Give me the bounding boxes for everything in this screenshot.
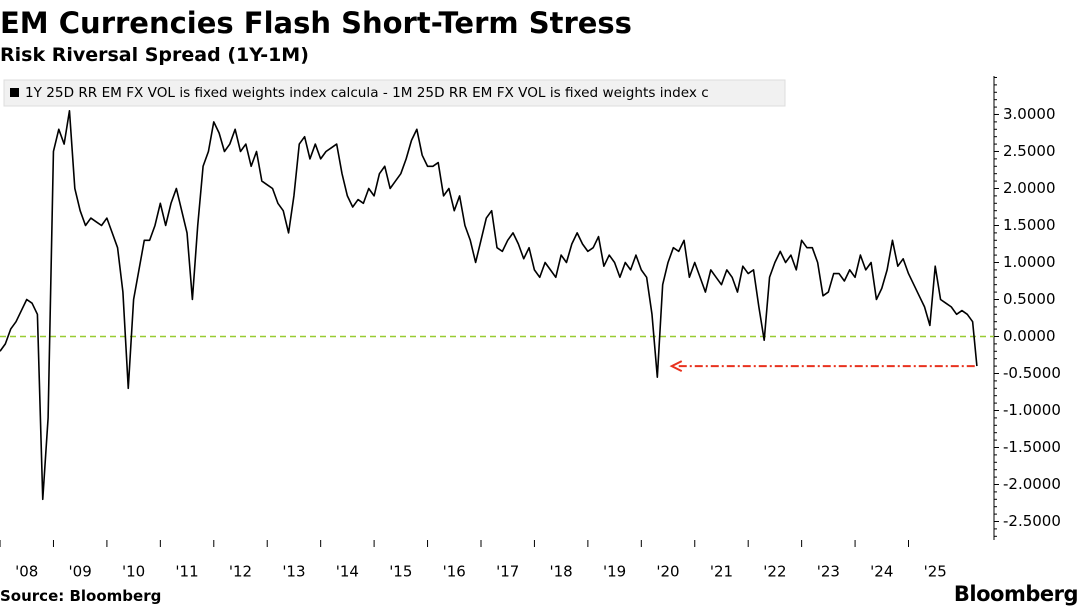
x-tick-label: '14 <box>336 563 359 581</box>
x-tick-label: '18 <box>550 563 573 581</box>
chart-title: EM Currencies Flash Short-Term Stress <box>0 6 632 40</box>
legend-box <box>3 79 786 107</box>
y-tick-label: 3.0000 <box>1003 105 1056 123</box>
x-tick-label: '16 <box>443 563 466 581</box>
y-tick-label: 1.5000 <box>1003 216 1056 234</box>
legend: 1Y 25D RR EM FX VOL is fixed weights ind… <box>3 79 786 107</box>
source: Source: Bloomberg <box>0 587 161 605</box>
x-tick-label: '08 <box>15 563 38 581</box>
y-tick-label: 2.0000 <box>1003 179 1056 197</box>
y-tick-label: -0.5000 <box>1003 364 1061 382</box>
chart-subtitle: Risk Riversal Spread (1Y-1M) <box>0 44 309 66</box>
y-tick-label: 0.0000 <box>1003 327 1056 345</box>
legend-swatch <box>10 88 19 97</box>
x-tick-label: '17 <box>496 563 519 581</box>
x-tick-label: '11 <box>175 563 198 581</box>
x-tick-label: '19 <box>603 563 626 581</box>
x-tick-label: '23 <box>817 563 840 581</box>
x-tick-label: '21 <box>710 563 733 581</box>
arrow-head <box>669 360 683 372</box>
x-tick-label: '25 <box>924 563 947 581</box>
brand: Bloomberg <box>954 582 1078 606</box>
y-tick-label: -2.5000 <box>1003 512 1061 530</box>
x-tick-label: '12 <box>229 563 252 581</box>
x-tick-label: '20 <box>656 563 679 581</box>
x-tick-label: '22 <box>763 563 786 581</box>
series-line <box>0 109 978 501</box>
y-tick-label: 1.0000 <box>1003 253 1056 271</box>
y-tick-label: -2.0000 <box>1003 475 1061 493</box>
legend-label: 1Y 25D RR EM FX VOL is fixed weights ind… <box>25 85 709 101</box>
x-tick-label: '09 <box>69 563 92 581</box>
y-tick-label: -1.0000 <box>1003 401 1061 419</box>
y-tick-label: -1.5000 <box>1003 438 1061 456</box>
x-tick-label: '10 <box>122 563 145 581</box>
y-tick-label: 2.5000 <box>1003 142 1056 160</box>
x-tick-label: '15 <box>389 563 412 581</box>
x-tick-label: '24 <box>870 563 893 581</box>
x-tick-label: '13 <box>282 563 305 581</box>
y-tick-label: 0.5000 <box>1003 290 1056 308</box>
